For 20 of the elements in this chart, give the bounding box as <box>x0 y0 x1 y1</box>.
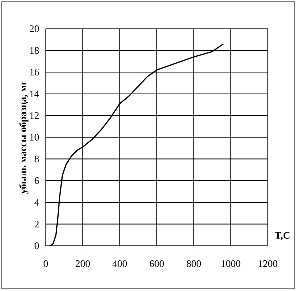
x-tick-label: 200 <box>76 260 90 268</box>
y-tick-label: 4 <box>34 199 40 206</box>
y-tick-label: 10 <box>30 134 40 141</box>
x-tick-label: 400 <box>112 260 128 268</box>
y-tick-label: 8 <box>34 156 40 163</box>
x-tick-label: 800 <box>186 260 202 268</box>
x-axis-title: T,C <box>275 232 290 240</box>
y-tick-label: 12 <box>30 112 39 120</box>
y-tick-label: 18 <box>30 47 40 54</box>
x-tick-label: 600 <box>150 260 164 268</box>
y-tick-label: 0 <box>34 242 40 250</box>
x-tick-label: 0 <box>44 260 48 268</box>
y-tick-label: 16 <box>30 69 40 76</box>
y-tick-label: 20 <box>30 26 40 32</box>
y-axis-title: убыль массы образца, мг <box>19 81 29 194</box>
y-tick-label: 14 <box>30 90 40 98</box>
x-tick-label: 1000 <box>222 260 241 268</box>
y-tick-label: 2 <box>34 221 39 228</box>
x-tick-label: 1200 <box>258 260 278 268</box>
y-tick-label: 6 <box>34 178 40 184</box>
